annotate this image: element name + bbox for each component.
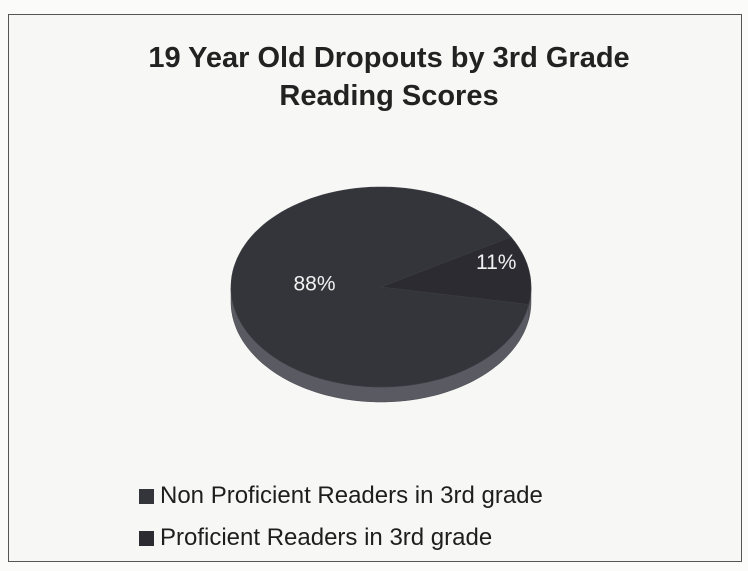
legend: Non Proficient Readers in 3rd grade Profi… <box>139 475 543 559</box>
chart-frame: 88% 11% 19 Year Old Dropouts by 3rd Grade… <box>8 14 742 562</box>
data-label: 88% <box>294 272 336 295</box>
pie-slice <box>380 236 532 305</box>
data-label: 11% <box>476 251 516 274</box>
pie-area: 88% 11% <box>230 186 532 403</box>
legend-entry: Non Proficient Readers in 3rd grade <box>139 475 543 517</box>
pie-slice <box>230 186 530 388</box>
legend-swatch <box>139 488 154 504</box>
legend-entry: Proficient Readers in 3rd grade <box>139 517 543 559</box>
legend-label: Non Proficient Readers in 3rd grade <box>160 482 543 509</box>
legend-swatch <box>139 530 154 546</box>
legend-label: Proficient Readers in 3rd grade <box>160 524 493 551</box>
chart-title: 19 Year Old Dropouts by 3rd Grade Readin… <box>148 42 630 112</box>
